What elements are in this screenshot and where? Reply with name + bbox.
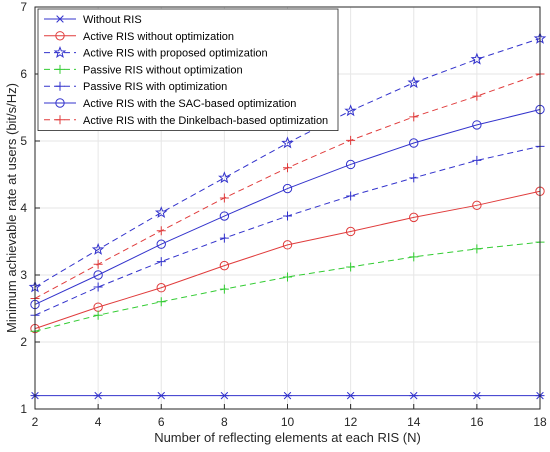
data-point-plus bbox=[472, 91, 482, 101]
series-0 bbox=[30, 391, 545, 400]
data-point-asterisk bbox=[472, 391, 482, 400]
data-point-asterisk bbox=[93, 391, 103, 400]
legend: Without RIS Active RIS without optimizati… bbox=[37, 8, 339, 131]
data-point-plus bbox=[93, 282, 103, 292]
x-tick-label: 8 bbox=[221, 415, 228, 429]
data-point-star bbox=[407, 76, 421, 89]
legend-item: Without RIS bbox=[44, 14, 142, 26]
legend-item: Active RIS with the Dinkelbach-based opt… bbox=[44, 115, 328, 127]
x-axis-label: Number of reflecting elements at each RI… bbox=[154, 430, 421, 445]
legend-label: Passive RIS with optimization bbox=[83, 81, 227, 93]
y-tick-label: 4 bbox=[20, 201, 27, 215]
data-point-asterisk bbox=[219, 391, 229, 400]
legend-item: Passive RIS without optimization bbox=[44, 64, 243, 76]
data-point-plus bbox=[156, 297, 166, 307]
data-point-circle bbox=[409, 138, 419, 148]
y-tick-label: 6 bbox=[20, 67, 27, 81]
y-axis-label: Minimum achievable rate at users (bit/s/… bbox=[4, 83, 19, 333]
data-point-circle bbox=[282, 183, 293, 194]
data-point-star bbox=[218, 171, 231, 184]
legend-item: Active RIS with the SAC-based optimizati… bbox=[44, 98, 296, 110]
data-point-circle bbox=[282, 240, 293, 250]
data-point-plus bbox=[219, 193, 229, 203]
y-tick-label: 3 bbox=[20, 268, 27, 282]
data-point-star bbox=[53, 45, 67, 58]
series-line bbox=[34, 38, 541, 288]
data-point-circle bbox=[472, 120, 482, 130]
data-point-plus bbox=[156, 257, 166, 267]
legend-item: Active RIS with proposed optimization bbox=[44, 45, 268, 60]
legend-label: Active RIS without optimization bbox=[83, 31, 234, 43]
data-point-plus bbox=[346, 135, 356, 145]
series-line bbox=[34, 109, 541, 305]
data-point-plus bbox=[156, 226, 166, 236]
data-point-plus bbox=[346, 191, 356, 201]
data-point-asterisk bbox=[346, 391, 356, 400]
x-tick-label: 10 bbox=[281, 415, 295, 429]
data-point-plus bbox=[472, 155, 482, 165]
legend-label: Passive RIS without optimization bbox=[83, 64, 243, 76]
data-point-plus bbox=[219, 233, 229, 243]
data-point-star bbox=[344, 104, 357, 117]
x-tick-label: 14 bbox=[407, 415, 421, 429]
legend-label: Active RIS with the SAC-based optimizati… bbox=[83, 98, 296, 110]
data-point-circle bbox=[345, 159, 356, 170]
data-point-plus bbox=[55, 64, 65, 74]
x-tick-label: 16 bbox=[470, 415, 484, 429]
series-line bbox=[34, 190, 541, 330]
data-point-circle bbox=[93, 270, 103, 280]
legend-label: Active RIS with the Dinkelbach-based opt… bbox=[83, 115, 328, 127]
data-point-plus bbox=[409, 173, 419, 183]
legend-label: Without RIS bbox=[83, 14, 142, 26]
data-point-circle bbox=[156, 239, 166, 249]
data-point-plus bbox=[219, 284, 229, 294]
data-point-star bbox=[281, 136, 294, 149]
data-point-asterisk bbox=[409, 391, 419, 400]
data-point-plus bbox=[346, 262, 356, 272]
x-tick-label: 12 bbox=[344, 415, 358, 429]
data-point-star bbox=[154, 206, 168, 219]
x-tick-label: 4 bbox=[95, 415, 102, 429]
data-point-circle bbox=[219, 211, 230, 221]
legend-item: Passive RIS with optimization bbox=[44, 81, 227, 93]
series-4 bbox=[30, 141, 545, 320]
legend-label: Active RIS with proposed optimization bbox=[83, 48, 268, 60]
data-point-circle bbox=[219, 260, 230, 271]
x-tick-label: 2 bbox=[32, 415, 39, 429]
data-point-plus bbox=[93, 259, 103, 269]
data-point-plus bbox=[55, 115, 65, 125]
data-point-plus bbox=[283, 211, 292, 221]
x-tick-label: 18 bbox=[533, 415, 547, 429]
data-point-circle bbox=[55, 98, 65, 108]
data-point-star bbox=[470, 52, 484, 65]
data-point-plus bbox=[93, 310, 103, 320]
data-point-plus bbox=[409, 252, 419, 262]
data-point-circle bbox=[472, 200, 482, 211]
data-point-plus bbox=[283, 163, 292, 173]
y-tick-label: 1 bbox=[20, 402, 27, 416]
y-tick-label: 7 bbox=[20, 0, 27, 14]
y-tick-label: 2 bbox=[20, 335, 27, 349]
data-point-circle bbox=[345, 226, 356, 237]
data-point-plus bbox=[55, 81, 65, 91]
data-point-asterisk bbox=[283, 391, 292, 400]
data-point-plus bbox=[409, 112, 419, 122]
legend-box bbox=[37, 8, 339, 131]
x-tick-label: 6 bbox=[158, 415, 165, 429]
y-tick-label: 5 bbox=[20, 134, 27, 148]
data-point-asterisk bbox=[55, 15, 65, 23]
data-point-circle bbox=[409, 212, 419, 223]
data-point-asterisk bbox=[156, 391, 166, 400]
legend-item: Active RIS without optimization bbox=[44, 31, 234, 43]
data-point-circle bbox=[156, 283, 166, 293]
data-point-star bbox=[91, 242, 105, 255]
data-point-plus bbox=[283, 272, 292, 282]
data-point-circle bbox=[55, 31, 65, 41]
data-point-plus bbox=[472, 244, 482, 254]
